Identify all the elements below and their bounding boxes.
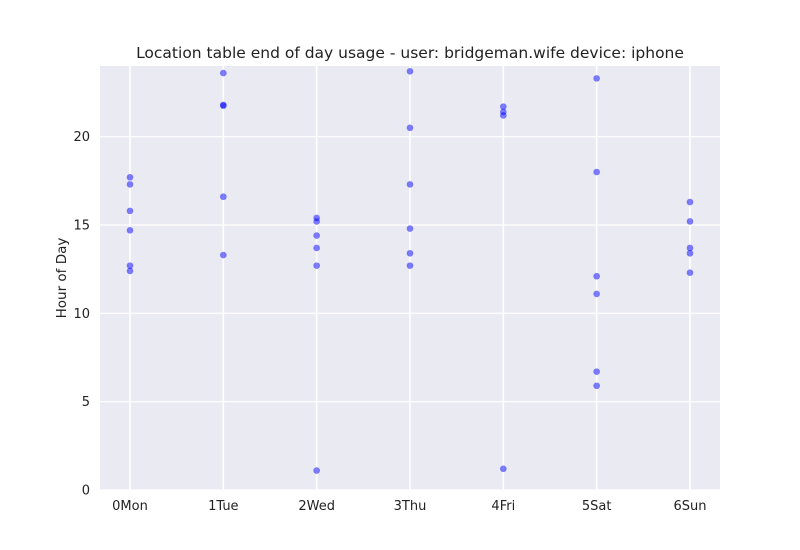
data-points bbox=[126, 68, 694, 474]
data-point bbox=[126, 227, 134, 234]
data-point bbox=[500, 465, 507, 473]
data-point bbox=[126, 262, 134, 269]
data-point bbox=[593, 168, 600, 176]
data-point bbox=[313, 244, 320, 252]
data-point bbox=[686, 269, 694, 277]
data-point bbox=[313, 467, 320, 474]
data-point bbox=[593, 290, 600, 298]
data-point bbox=[126, 267, 134, 275]
y-tick-label: 20 bbox=[73, 130, 90, 145]
data-point bbox=[406, 262, 414, 269]
data-point bbox=[593, 382, 600, 390]
data-point bbox=[686, 249, 694, 257]
x-tick-label: 1Tue bbox=[208, 499, 238, 514]
x-tick-labels: 0Mon 1Tue 2Wed 3Thu 4Fri 5Sat 6Sun bbox=[112, 499, 706, 514]
x-tick-label: 5Sat bbox=[582, 499, 612, 514]
data-point bbox=[500, 103, 507, 110]
data-point bbox=[126, 181, 134, 188]
y-tick-label: 5 bbox=[82, 395, 90, 410]
y-axis-label: Hour of Day bbox=[54, 238, 70, 319]
data-point bbox=[406, 124, 414, 132]
data-point bbox=[313, 218, 320, 225]
data-point bbox=[126, 207, 134, 215]
y-tick-label: 10 bbox=[73, 307, 90, 322]
data-point bbox=[686, 244, 694, 252]
x-tick-label: 6Sun bbox=[673, 499, 706, 514]
x-tick-label: 0Mon bbox=[112, 499, 148, 514]
data-point bbox=[593, 272, 600, 280]
data-point bbox=[686, 218, 694, 225]
data-point bbox=[313, 232, 320, 239]
data-point bbox=[593, 368, 600, 375]
data-point bbox=[220, 193, 227, 201]
chart-title: Location table end of day usage - user: … bbox=[136, 44, 684, 62]
data-point bbox=[406, 225, 414, 232]
data-point bbox=[126, 174, 134, 181]
x-tick-label: 4Fri bbox=[491, 499, 515, 514]
y-tick-label: 0 bbox=[82, 484, 90, 499]
data-point bbox=[220, 251, 227, 259]
x-tick-label: 3Thu bbox=[394, 499, 427, 514]
x-tick-label: 2Wed bbox=[298, 499, 335, 514]
data-point bbox=[313, 262, 320, 269]
data-point bbox=[500, 112, 507, 119]
y-tick-labels: 0 5 10 15 20 bbox=[73, 130, 90, 498]
data-point bbox=[593, 75, 600, 82]
data-point bbox=[406, 181, 414, 188]
data-point bbox=[220, 69, 227, 77]
y-tick-label: 15 bbox=[73, 219, 90, 234]
data-point bbox=[406, 249, 414, 257]
data-point bbox=[406, 68, 414, 75]
data-point bbox=[686, 198, 694, 206]
data-point bbox=[220, 102, 227, 110]
